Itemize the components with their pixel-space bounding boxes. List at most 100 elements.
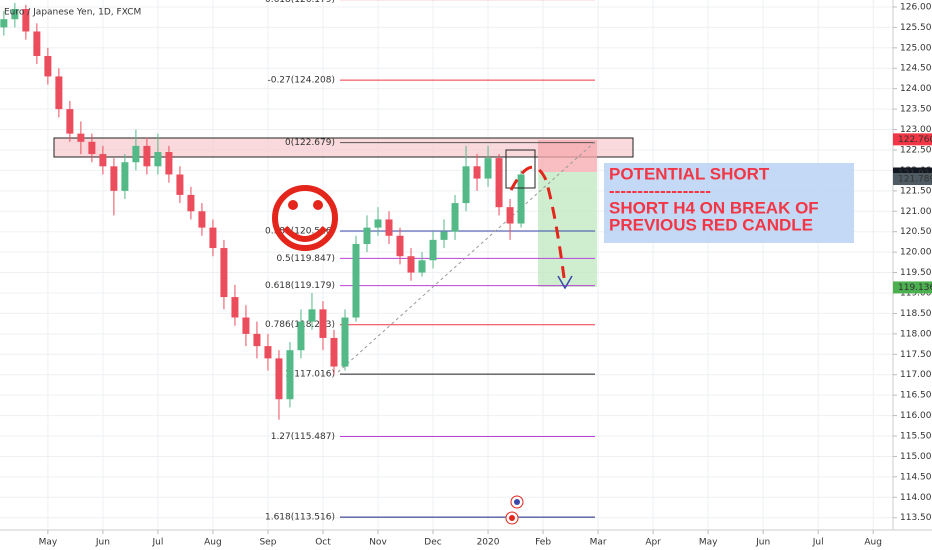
candle-body (330, 337, 338, 367)
y-tick-label: 122.500 (900, 145, 932, 155)
fib-label: 0.618(119.179) (265, 281, 335, 291)
candle-body (110, 166, 118, 191)
trend-line (337, 139, 598, 373)
candle-body (0, 19, 8, 28)
fib-label: 0(122.679) (285, 138, 335, 148)
fib-label: 0.5(119.847) (276, 254, 335, 264)
fib-label: 1.27(115.487) (271, 432, 335, 442)
y-tick-label: 121.500 (900, 186, 932, 196)
candle-body (88, 141, 96, 155)
x-tick-label: Dec (424, 538, 441, 548)
candle-body (418, 260, 426, 273)
candle-body (55, 76, 63, 110)
y-tick-label: 123.000 (900, 125, 932, 135)
candle-body (429, 239, 437, 261)
candle-body (165, 152, 173, 175)
x-tick-label: Jul (812, 538, 824, 548)
y-tick-label: 119.000 (900, 288, 932, 298)
price-badge-label: 119.136 (898, 283, 932, 293)
candle-body (176, 174, 184, 195)
y-tick-label: 118.500 (900, 309, 932, 319)
candle-body (77, 133, 85, 142)
y-tick-label: 114.500 (900, 472, 932, 482)
x-tick-label: Aug (204, 538, 222, 548)
candle-body (44, 55, 52, 77)
price-badge (893, 173, 932, 186)
note-line: PREVIOUS RED CANDLE (609, 215, 813, 234)
y-tick-label: 115.000 (900, 452, 932, 462)
price-badge (893, 281, 932, 294)
y-tick-label: 119.500 (900, 268, 932, 278)
candle-body (319, 309, 327, 338)
candle-body (264, 346, 272, 359)
y-tick-label: 120.500 (900, 227, 932, 237)
grid (0, 0, 893, 530)
y-tick-label: 116.000 (900, 411, 932, 421)
candle-body (154, 152, 162, 167)
price-badge (893, 133, 932, 146)
event-icons (505, 495, 524, 525)
y-tick-label: 125.500 (900, 23, 932, 33)
candle-body (33, 31, 41, 56)
x-tick-label: Jul (151, 538, 163, 548)
x-tick-label: Jun (95, 538, 110, 548)
fib-label: 1(117.016) (285, 370, 335, 380)
x-tick-label: May (39, 538, 58, 548)
candle-body (187, 194, 195, 212)
note-line: POTENTIAL SHORT (609, 164, 770, 183)
candle-body (396, 235, 404, 257)
candle-body (385, 219, 393, 236)
candle-body (506, 207, 514, 224)
candle-body (308, 309, 316, 322)
note-line: ------------------ (609, 181, 711, 200)
y-tick-label: 114.000 (900, 493, 932, 503)
candle-body (143, 145, 151, 167)
candle-body (22, 8, 30, 32)
candles (0, 2, 525, 420)
smiley (272, 185, 338, 251)
y-tick-label: 124.000 (900, 84, 932, 94)
candle-body (66, 109, 74, 134)
y-tick-label: 118.000 (900, 329, 932, 339)
y-tick-label: 116.500 (900, 391, 932, 401)
candle-body (374, 219, 382, 228)
x-tick-label: Mar (590, 538, 607, 548)
candle-body (341, 317, 349, 367)
y-tick-label: 117.000 (900, 370, 932, 380)
price-badge-label: 121.789 (898, 175, 932, 185)
candle-body (407, 256, 415, 273)
x-tick-label: Oct (315, 538, 331, 548)
x-tick-label: Feb (535, 538, 551, 548)
candle-body (132, 145, 140, 163)
stop-zone (538, 140, 597, 172)
arrow-head (557, 275, 573, 290)
candle-body (121, 162, 129, 191)
y-tick-label: 126.000 (900, 2, 932, 12)
candle-body (242, 317, 250, 334)
y-tick-label: 113.500 (900, 513, 932, 523)
price-badge-label: 122.760 (898, 135, 932, 145)
y-tick-label: 115.500 (900, 432, 932, 442)
candle-body (451, 203, 459, 232)
candle-box (505, 149, 536, 189)
candle-body (297, 321, 305, 351)
x-tick-label: Sep (259, 538, 276, 548)
note-box (604, 163, 854, 243)
candle-body (209, 227, 217, 249)
candle-body (99, 154, 107, 167)
y-tick-label: 117.500 (900, 350, 932, 360)
y-tick-label: 125.000 (900, 43, 932, 53)
x-tick-label: Aug (864, 538, 882, 548)
x-tick-label: Nov (369, 538, 387, 548)
candle-body (473, 166, 481, 179)
y-tick-label: 120.000 (900, 248, 932, 258)
x-tick-label: Jun (755, 538, 770, 548)
y-tick-label: 123.500 (900, 105, 932, 115)
candle-body (198, 211, 206, 228)
candle-body (462, 166, 470, 204)
candle-body (363, 227, 371, 244)
axes: 113.500 114.000 114.500 115.000 115.500 116.0… (39, 2, 932, 548)
candle-body (484, 158, 492, 179)
candle-body (253, 333, 261, 347)
